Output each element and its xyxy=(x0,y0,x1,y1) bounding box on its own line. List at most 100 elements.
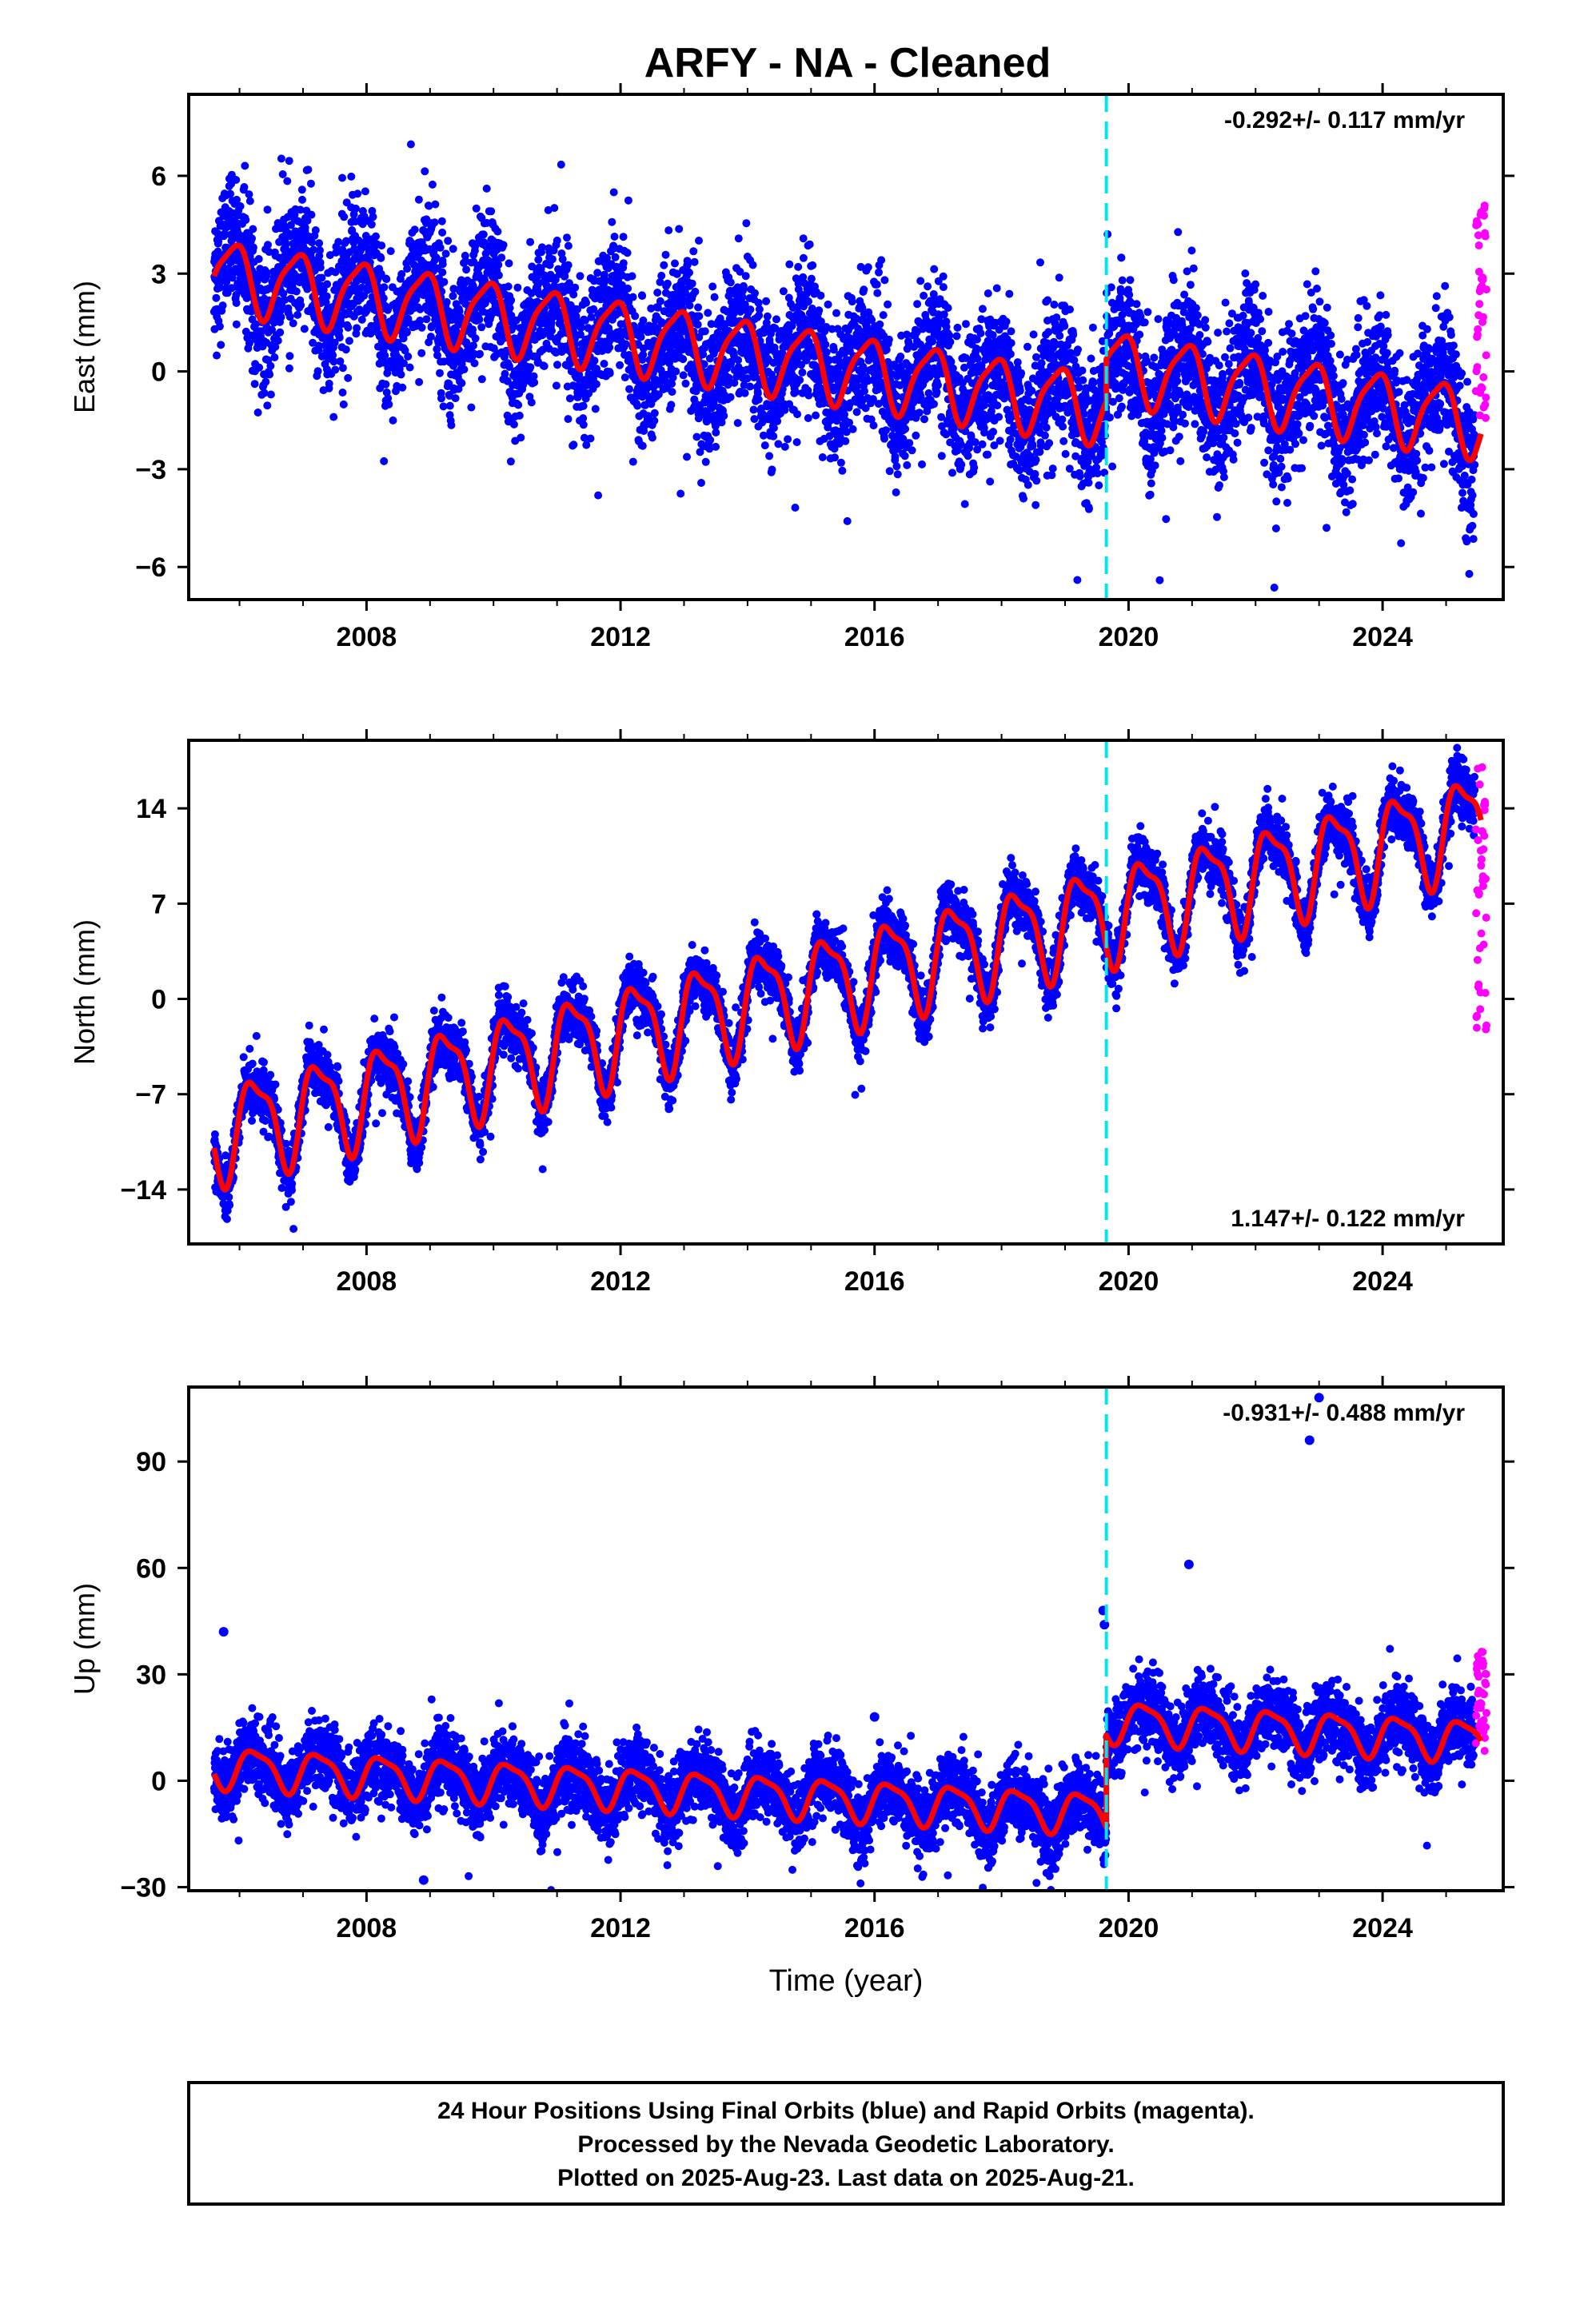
data-point xyxy=(1013,358,1022,367)
data-point xyxy=(336,357,345,365)
data-point xyxy=(1032,476,1041,485)
data-point xyxy=(1006,349,1015,358)
data-point xyxy=(648,433,656,442)
data-point xyxy=(693,321,702,329)
data-point xyxy=(1093,469,1102,478)
data-point xyxy=(816,291,825,300)
data-point xyxy=(905,439,914,448)
data-point xyxy=(537,243,546,252)
data-point xyxy=(815,306,824,315)
data-point xyxy=(970,463,979,472)
data-point xyxy=(472,204,481,213)
data-point xyxy=(338,173,346,182)
data-point xyxy=(401,346,409,355)
data-point xyxy=(733,419,742,428)
data-point xyxy=(438,228,447,237)
data-point xyxy=(804,391,813,400)
data-point xyxy=(755,305,764,313)
plot-area-east xyxy=(209,140,1490,592)
data-point xyxy=(548,326,556,335)
data-point xyxy=(1043,393,1052,402)
data-point xyxy=(808,261,817,269)
data-point xyxy=(428,180,437,189)
data-point xyxy=(296,205,305,214)
data-point xyxy=(742,219,751,228)
data-point xyxy=(660,261,668,269)
data-point xyxy=(1084,504,1093,513)
data-point xyxy=(745,382,754,391)
data-point xyxy=(563,233,571,242)
data-point xyxy=(785,260,794,269)
data-point xyxy=(517,433,525,442)
data-point xyxy=(384,305,392,314)
data-point xyxy=(792,388,800,397)
data-point xyxy=(807,274,816,283)
data-point xyxy=(430,218,439,227)
data-point xyxy=(1045,439,1054,448)
data-point xyxy=(650,417,659,425)
data-point xyxy=(1006,435,1015,444)
data-point xyxy=(265,248,273,257)
data-point xyxy=(254,255,263,263)
data-point xyxy=(329,351,337,360)
data-point xyxy=(273,337,282,345)
data-point xyxy=(1074,345,1082,354)
data-point xyxy=(793,410,802,419)
data-point xyxy=(832,309,840,317)
data-point xyxy=(579,421,588,429)
data-point xyxy=(506,457,515,466)
data-point xyxy=(307,210,316,219)
data-point xyxy=(930,265,939,273)
data-point xyxy=(592,380,600,389)
final-orbits-points-east xyxy=(209,140,1479,592)
data-point xyxy=(447,421,456,429)
data-point xyxy=(740,389,749,397)
data-point xyxy=(526,237,535,246)
data-point xyxy=(668,388,676,397)
data-point xyxy=(264,241,272,249)
data-point xyxy=(586,434,595,443)
data-point xyxy=(760,441,769,450)
data-point xyxy=(869,421,878,430)
data-point xyxy=(892,488,900,496)
data-point xyxy=(431,200,440,209)
data-point xyxy=(1075,472,1084,480)
data-point xyxy=(526,363,535,372)
data-point xyxy=(402,328,411,337)
data-point xyxy=(824,300,832,309)
data-point xyxy=(399,334,408,343)
data-point xyxy=(920,415,928,424)
data-point xyxy=(619,233,628,241)
data-point xyxy=(973,354,982,363)
data-point xyxy=(494,261,503,269)
data-point xyxy=(341,345,350,354)
data-point xyxy=(852,408,861,417)
data-point xyxy=(620,373,629,382)
data-point xyxy=(297,301,305,309)
data-point xyxy=(638,441,647,450)
data-point xyxy=(610,233,619,241)
data-point xyxy=(879,311,888,320)
data-point xyxy=(462,265,471,274)
data-point xyxy=(984,289,992,297)
data-point xyxy=(913,300,922,309)
data-point xyxy=(250,380,259,389)
data-point xyxy=(497,253,506,262)
data-point xyxy=(226,189,234,198)
data-point xyxy=(507,296,516,305)
data-point xyxy=(822,348,831,357)
data-point xyxy=(932,388,941,397)
data-point xyxy=(876,320,884,329)
data-point xyxy=(477,375,486,384)
data-point xyxy=(1079,376,1087,385)
data-point xyxy=(398,383,407,392)
data-point xyxy=(877,256,886,265)
data-point xyxy=(1007,327,1015,336)
data-point xyxy=(638,292,647,301)
data-point xyxy=(779,287,788,296)
data-point xyxy=(255,363,264,372)
data-point xyxy=(377,253,385,262)
data-point xyxy=(437,217,446,225)
data-point xyxy=(415,377,424,386)
